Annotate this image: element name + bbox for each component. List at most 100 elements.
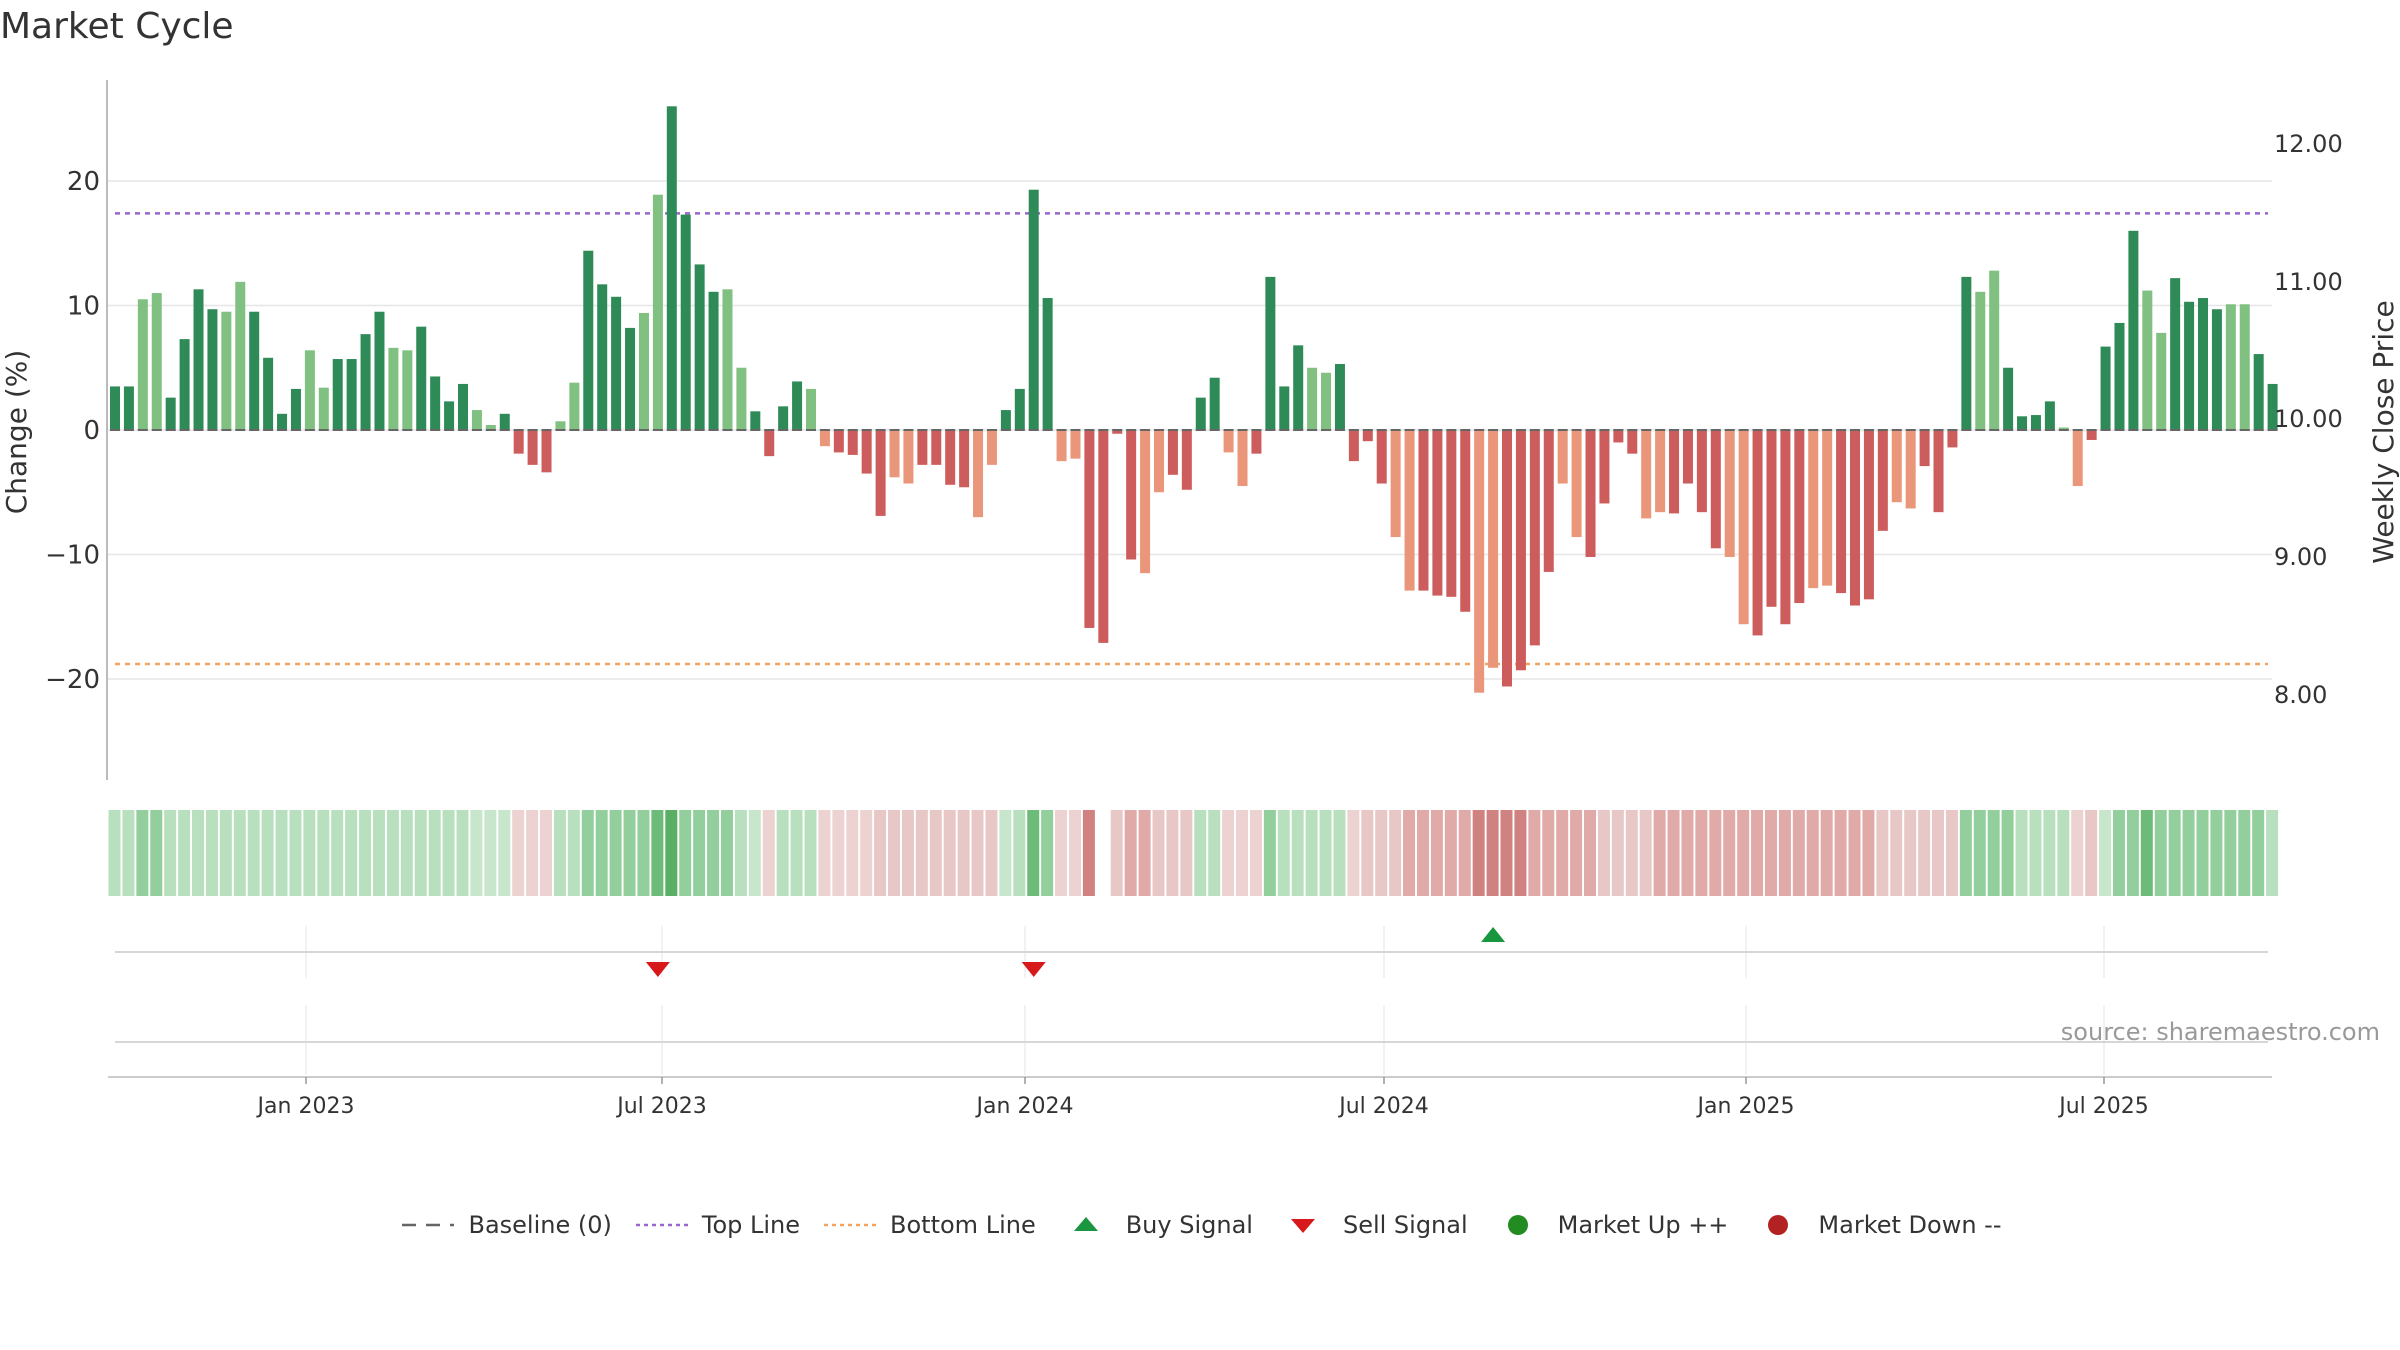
strength-cell xyxy=(2210,810,2223,896)
bar xyxy=(332,359,343,430)
bar xyxy=(1836,430,1847,594)
bar xyxy=(1042,298,1053,430)
strength-cell xyxy=(1806,810,1819,896)
bar xyxy=(1334,364,1345,430)
bar xyxy=(1808,430,1819,589)
legend-item[interactable]: Market Down -- xyxy=(1748,1211,2002,1239)
strength-cell xyxy=(2029,810,2042,896)
bar xyxy=(179,339,190,430)
strength-cell xyxy=(2238,810,2251,896)
strength-cell xyxy=(2252,810,2265,896)
strength-cell xyxy=(164,810,177,896)
legend-item[interactable]: Buy Signal xyxy=(1056,1211,1253,1239)
strength-cell xyxy=(2126,810,2139,896)
strength-cell xyxy=(192,810,205,896)
strength-strip xyxy=(108,810,2279,896)
dotted-line-icon xyxy=(824,1223,877,1227)
bar xyxy=(666,106,677,431)
strength-cell xyxy=(1709,810,1722,896)
bar xyxy=(583,250,594,430)
strength-cell xyxy=(359,810,372,896)
strength-cell xyxy=(512,810,525,896)
strength-cell xyxy=(372,810,385,896)
strength-cell xyxy=(929,810,942,896)
x-tick-label: Jan 2023 xyxy=(256,1094,355,1119)
bar xyxy=(207,309,218,430)
strength-cell xyxy=(261,810,274,896)
bar xyxy=(764,430,775,457)
bar xyxy=(1822,430,1833,586)
strength-cell xyxy=(581,810,594,896)
bar xyxy=(2170,278,2181,430)
bar xyxy=(569,382,580,430)
bar xyxy=(945,430,956,485)
strength-cell xyxy=(1166,810,1179,896)
bar xyxy=(1585,430,1596,557)
strength-cell xyxy=(901,810,914,896)
strength-cell xyxy=(1542,810,1555,896)
source-credit: source: sharemaestro.com xyxy=(2061,1018,2380,1046)
strength-cell xyxy=(289,810,302,896)
strength-cell xyxy=(1347,810,1360,896)
legend-item[interactable]: Top Line xyxy=(632,1211,800,1239)
strength-cell xyxy=(1890,810,1903,896)
bar xyxy=(778,406,789,430)
legend-item[interactable]: Market Up ++ xyxy=(1488,1211,1728,1239)
bar xyxy=(959,430,970,488)
bar xyxy=(1891,430,1902,503)
triangle-down-icon xyxy=(1290,1219,1315,1233)
strength-cell xyxy=(400,810,413,896)
dotted-line-icon xyxy=(635,1223,688,1227)
bar xyxy=(2086,430,2097,440)
legend-item[interactable]: Baseline (0) xyxy=(398,1211,612,1239)
bar xyxy=(263,357,274,430)
strength-cell xyxy=(2112,810,2125,896)
bar xyxy=(1014,388,1025,430)
strength-cell xyxy=(1778,810,1791,896)
strength-cell xyxy=(1389,810,1402,896)
strength-cell xyxy=(2001,810,2014,896)
strength-cell xyxy=(2154,810,2167,896)
bar xyxy=(722,289,733,430)
strength-cell xyxy=(1277,810,1290,896)
bar xyxy=(2225,304,2236,430)
strength-cell xyxy=(1041,810,1054,896)
bar xyxy=(221,311,232,430)
strength-cell xyxy=(442,810,455,896)
strength-cell xyxy=(1291,810,1304,896)
legend-item[interactable]: Bottom Line xyxy=(820,1211,1036,1239)
strength-cell xyxy=(804,810,817,896)
bar xyxy=(875,430,886,516)
bar xyxy=(402,350,413,430)
bar xyxy=(1655,430,1666,513)
strength-cell xyxy=(2043,810,2056,896)
bar xyxy=(1056,430,1067,462)
bar xyxy=(2184,301,2195,430)
bar xyxy=(625,327,636,430)
bar xyxy=(290,388,301,430)
strength-cell xyxy=(2099,810,2112,896)
legend: Baseline (0) Top Line Bottom Line Buy Signa… xyxy=(0,1205,2400,1245)
circle-icon xyxy=(1768,1215,1789,1235)
strength-cell xyxy=(1904,810,1917,896)
strength-cell xyxy=(1068,810,1081,896)
y-right-tick-label: 8.00 xyxy=(2274,681,2327,709)
strength-cell xyxy=(1403,810,1416,896)
y-left-tick-label: 20 xyxy=(67,167,100,197)
strength-cell xyxy=(1319,810,1332,896)
bar xyxy=(1404,430,1415,591)
y-right-tick-label: 10.00 xyxy=(2274,405,2343,433)
legend-label: Buy Signal xyxy=(1125,1211,1253,1239)
bar xyxy=(541,430,552,473)
bar xyxy=(1195,397,1206,430)
strength-cell xyxy=(1862,810,1875,896)
strength-cell xyxy=(637,810,650,896)
legend-item[interactable]: Sell Signal xyxy=(1273,1211,1468,1239)
bar xyxy=(1752,430,1763,636)
strength-cell xyxy=(2071,810,2084,896)
bar xyxy=(110,386,120,430)
strength-cell xyxy=(1584,810,1597,896)
bar xyxy=(1682,430,1693,484)
strength-cell xyxy=(1653,810,1666,896)
